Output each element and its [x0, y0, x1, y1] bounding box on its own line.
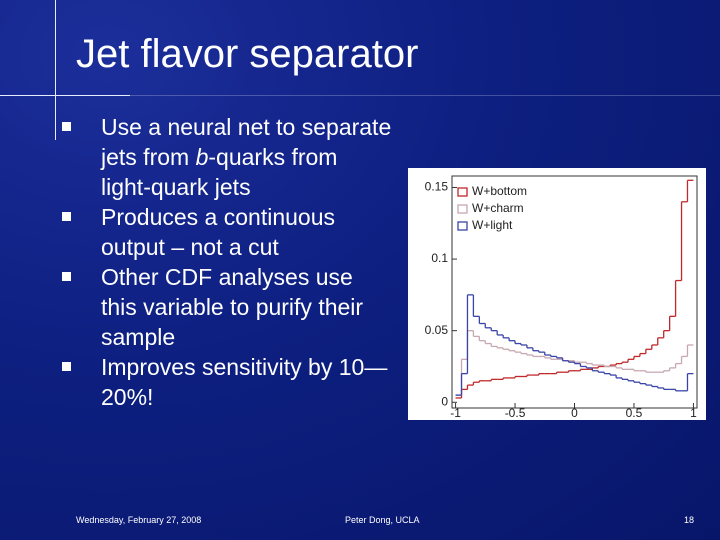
x-tick-label: 0 [571, 406, 578, 420]
bullet-text: Improves sensitivity by 10—20%! [101, 354, 388, 410]
legend-label: W+charm [472, 201, 524, 215]
legend-swatch [457, 221, 468, 231]
chart: 0 0.05 0.1 0.15 -1 -0.5 0 0.5 1 W+bottom W+charm W+… [408, 168, 706, 420]
y-tick-label: 0.05 [425, 323, 449, 337]
x-tick-label: 1 [690, 406, 697, 420]
bullet-mark [62, 212, 71, 221]
x-tick-label: 0.5 [626, 406, 643, 420]
decor-hline [0, 95, 130, 96]
decor-rule [130, 95, 720, 96]
legend-label: W+light [472, 218, 513, 232]
bullet-text: Other CDF analyses use this variable to … [101, 264, 364, 350]
bullet-mark [62, 362, 71, 371]
y-tick-label: 0 [441, 394, 448, 408]
text-italic: b [195, 144, 209, 170]
bullet-mark [62, 122, 71, 131]
legend-label: W+bottom [472, 184, 527, 198]
bullet: Produces a continuous output – not a cut [62, 202, 392, 262]
slide-title: Jet flavor separator [76, 32, 419, 76]
decor-vline [55, 0, 56, 140]
y-tick-label: 0.15 [425, 180, 449, 194]
bullet-list: Use a neural net to separate jets from b… [62, 112, 392, 412]
text: -quarks from light-quark jets [101, 144, 338, 200]
page-number: 18 [684, 515, 695, 525]
footer-date: Wednesday, February 27, 2008 [76, 515, 202, 525]
bullet-mark [62, 272, 71, 281]
x-tick-label: -1 [450, 406, 461, 420]
legend-swatch [457, 204, 468, 214]
footer-author: Peter Dong, UCLA [345, 515, 420, 525]
y-tick-label: 0.1 [431, 251, 448, 265]
bullet-text: Use a neural net to separate jets from b… [101, 112, 392, 202]
bullet: Use a neural net to separate jets from b… [62, 112, 392, 202]
bullet-text: Produces a continuous output – not a cut [101, 204, 335, 260]
x-tick-label: -0.5 [505, 406, 526, 420]
bullet: Improves sensitivity by 10—20%! [62, 352, 392, 412]
text: Use a neural net to separate jets from [101, 114, 392, 170]
legend-swatch [457, 187, 468, 197]
bullet: Other CDF analyses use this variable to … [62, 262, 392, 352]
